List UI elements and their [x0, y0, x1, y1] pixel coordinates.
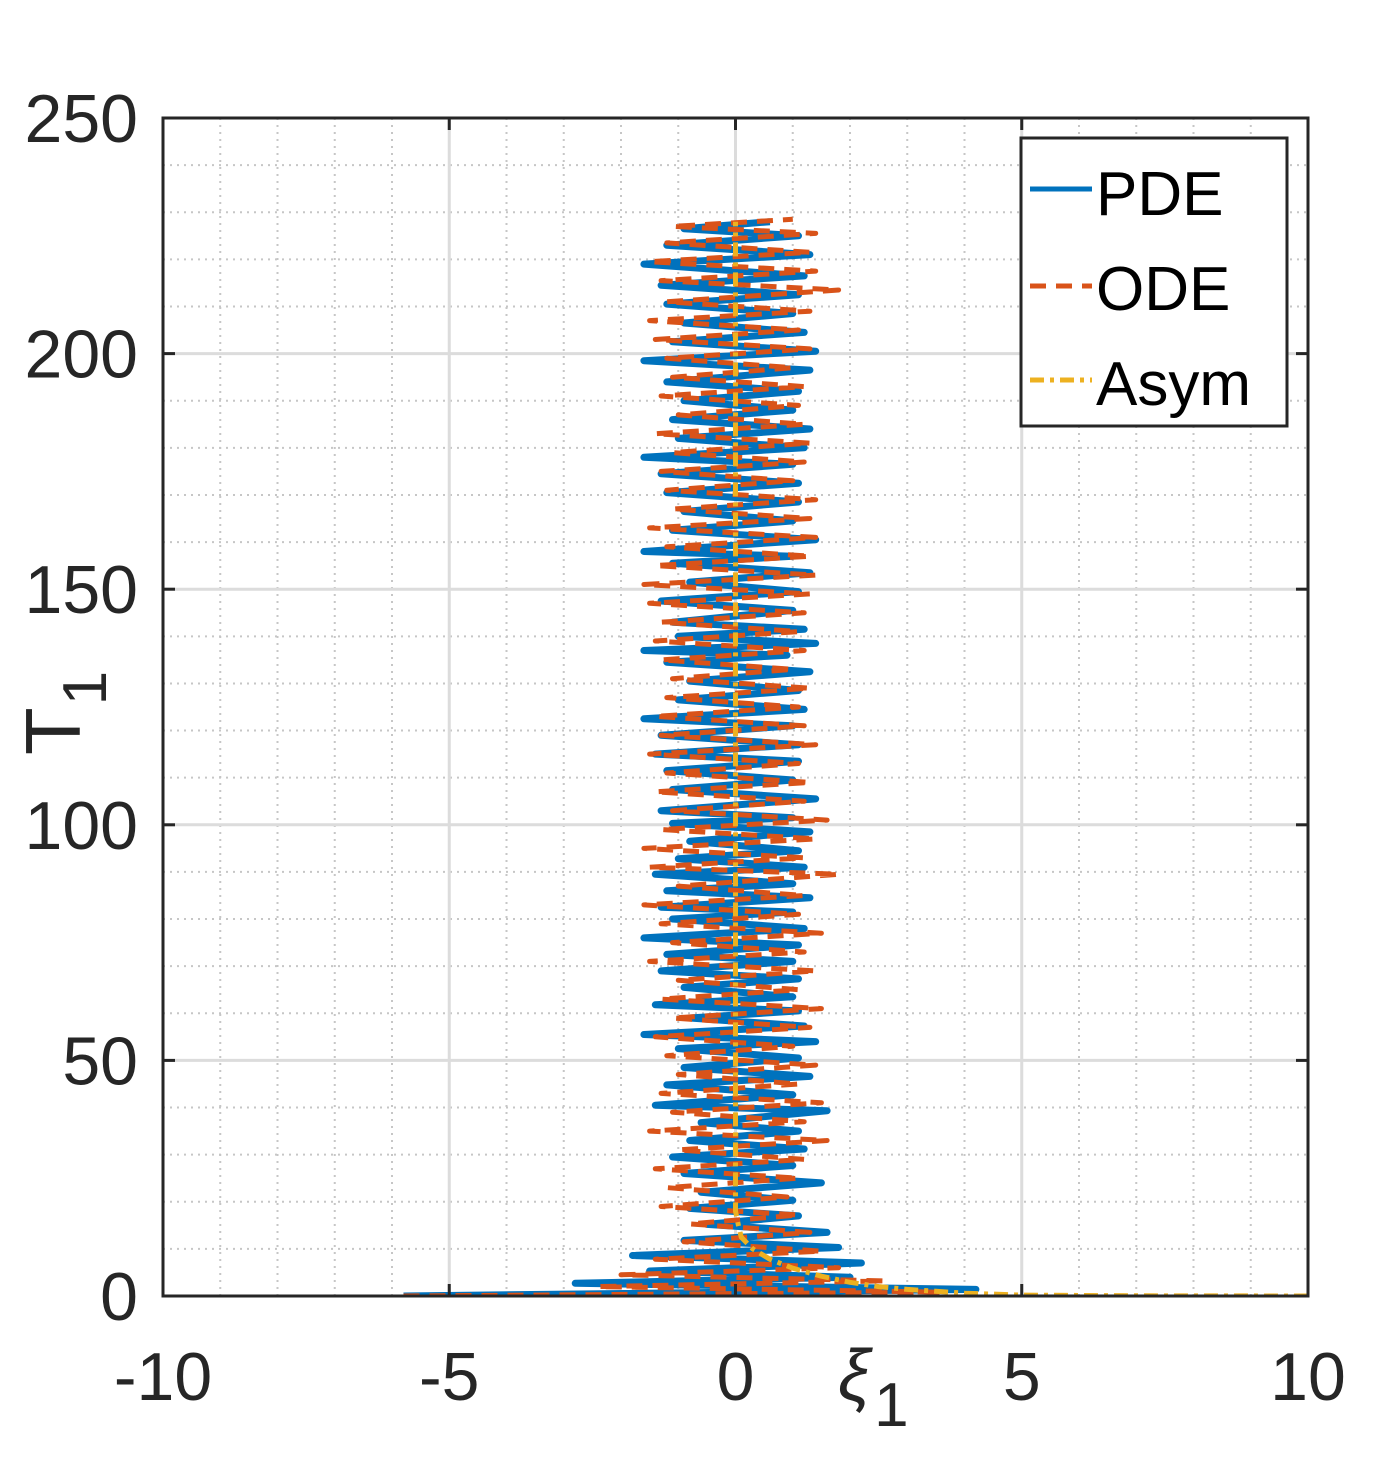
x-tick-label: -10 — [114, 1339, 212, 1415]
y-tick-label: 100 — [25, 788, 138, 864]
x-axis-label: ξ1 — [838, 1336, 909, 1440]
y-tick-label: 50 — [62, 1023, 138, 1099]
x-tick-label: 5 — [1003, 1339, 1041, 1415]
y-tick-labels: 0 50 100 150 200 250 — [25, 81, 138, 1335]
series-line-ode — [403, 216, 945, 1296]
legend-label-pde: PDE — [1096, 160, 1223, 229]
y-axis-label-main: T — [9, 707, 97, 755]
x-tick-label: 0 — [717, 1339, 755, 1415]
x-tick-label: -5 — [419, 1339, 479, 1415]
legend[interactable]: PDE ODE Asym — [1019, 136, 1289, 428]
x-tick-labels: -10 -5 0 5 10 — [114, 1339, 1346, 1415]
legend-label-asym: Asym — [1096, 350, 1251, 419]
series-layer — [403, 216, 1308, 1296]
y-tick-label: 200 — [25, 317, 138, 393]
y-axis-label-sub: 1 — [51, 671, 120, 705]
y-tick-label: 250 — [25, 81, 138, 157]
series-line-asym — [733, 221, 1308, 1296]
y-tick-label: 0 — [100, 1259, 138, 1335]
y-tick-label: 150 — [25, 552, 138, 628]
x-tick-label: 10 — [1270, 1339, 1346, 1415]
x-axis-label-main: ξ — [838, 1336, 873, 1416]
x-axis-label-sub: 1 — [874, 1371, 908, 1440]
series-line-pde — [403, 218, 980, 1296]
legend-label-ode: ODE — [1096, 255, 1230, 324]
y-axis-label: T1 — [9, 671, 120, 755]
axis-ticks — [161, 116, 1310, 1298]
